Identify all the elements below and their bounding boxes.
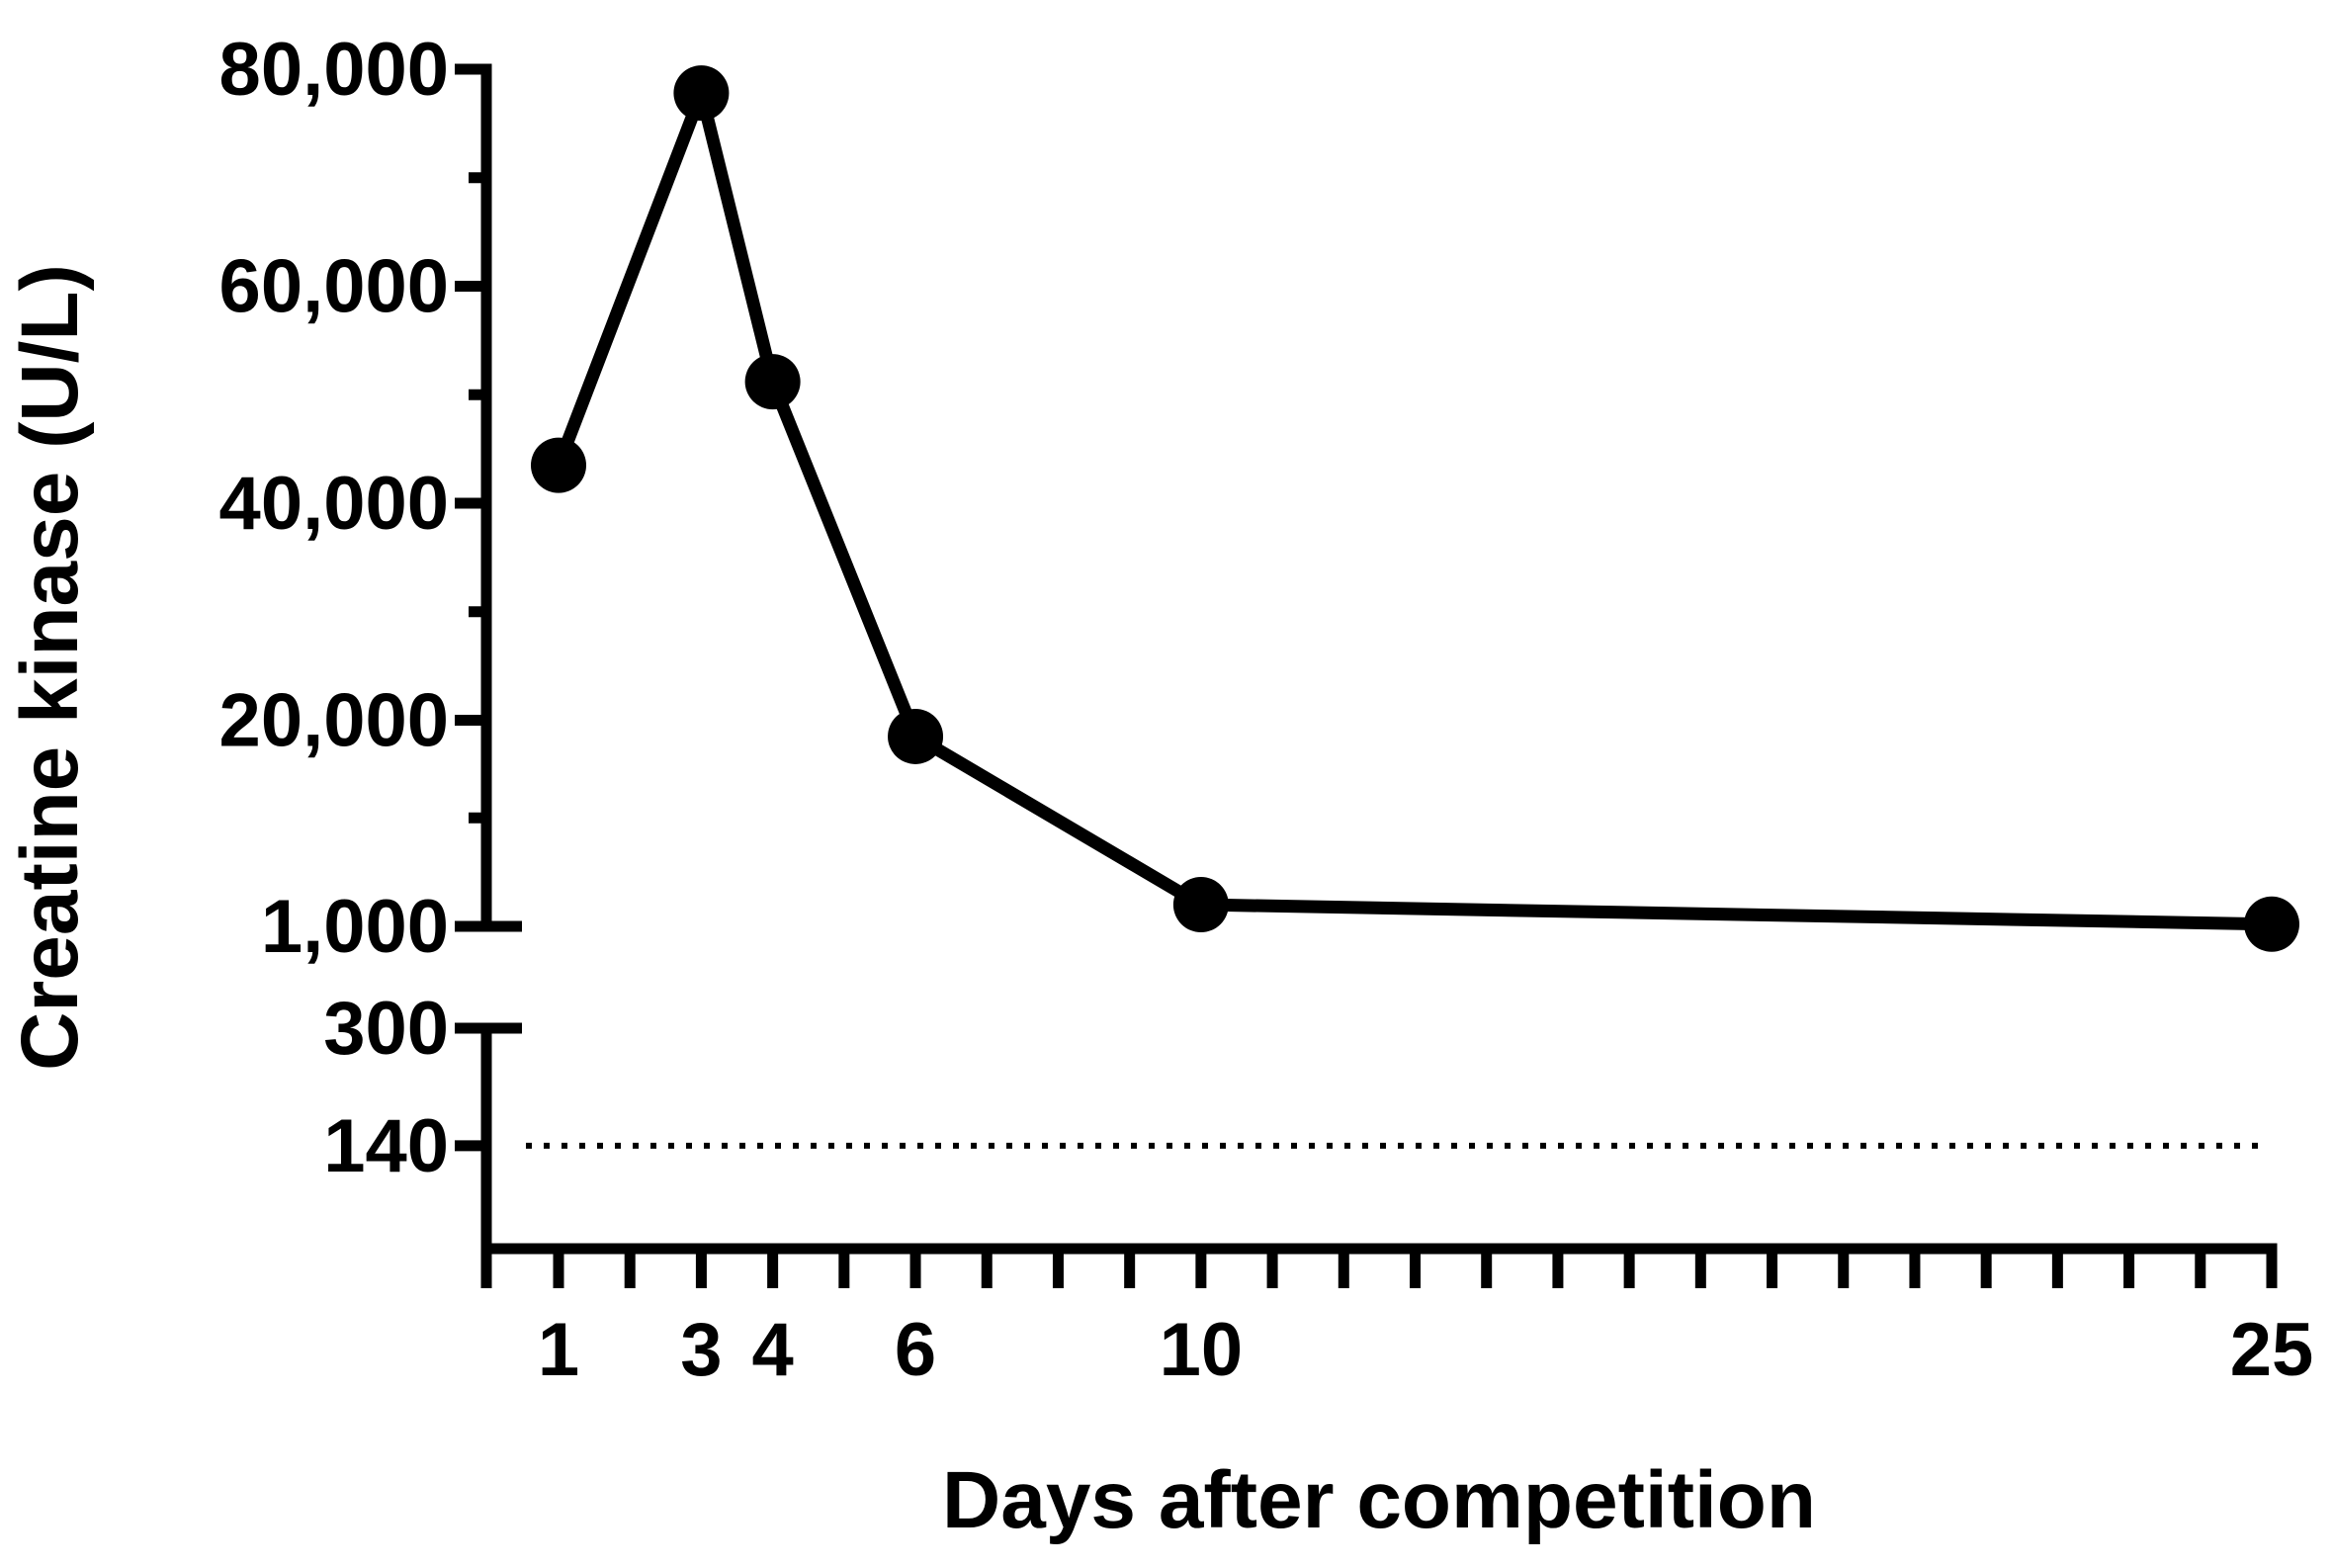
- data-point: [888, 708, 944, 764]
- y-tick-label: 80,000: [219, 28, 449, 112]
- data-point: [2244, 896, 2299, 952]
- axes: [455, 63, 2278, 1255]
- x-tick-label: 6: [895, 1308, 936, 1392]
- data-point: [673, 65, 730, 122]
- data-point: [1172, 877, 1229, 933]
- ticks: [455, 63, 2278, 1288]
- y-tick-label: 20,000: [219, 678, 449, 762]
- y-tick-label: 40,000: [219, 462, 449, 546]
- x-tick-label: 25: [2230, 1308, 2314, 1392]
- series-line: [552, 86, 2273, 931]
- data-points: [531, 65, 2299, 952]
- x-tick-label: 3: [680, 1308, 722, 1392]
- y-tick-label: 1,000: [261, 885, 449, 969]
- y-axis-title: Creatine kinase (U/L): [5, 264, 95, 1071]
- x-tick-label: 10: [1160, 1308, 1244, 1392]
- y-tick-label: 300: [323, 987, 449, 1071]
- x-tick-label: 4: [751, 1308, 793, 1392]
- tick-labels: 80,000 60,000 40,000 20,000 1,000 300 140 1 3 4 6 1…: [219, 28, 2314, 1392]
- y-tick-label: 60,000: [219, 244, 449, 328]
- data-point: [531, 437, 586, 493]
- y-tick-label: 140: [323, 1104, 449, 1188]
- x-axis-title: Days after competition: [942, 1455, 1816, 1545]
- data-point: [744, 354, 801, 410]
- x-tick-label: 1: [538, 1308, 579, 1392]
